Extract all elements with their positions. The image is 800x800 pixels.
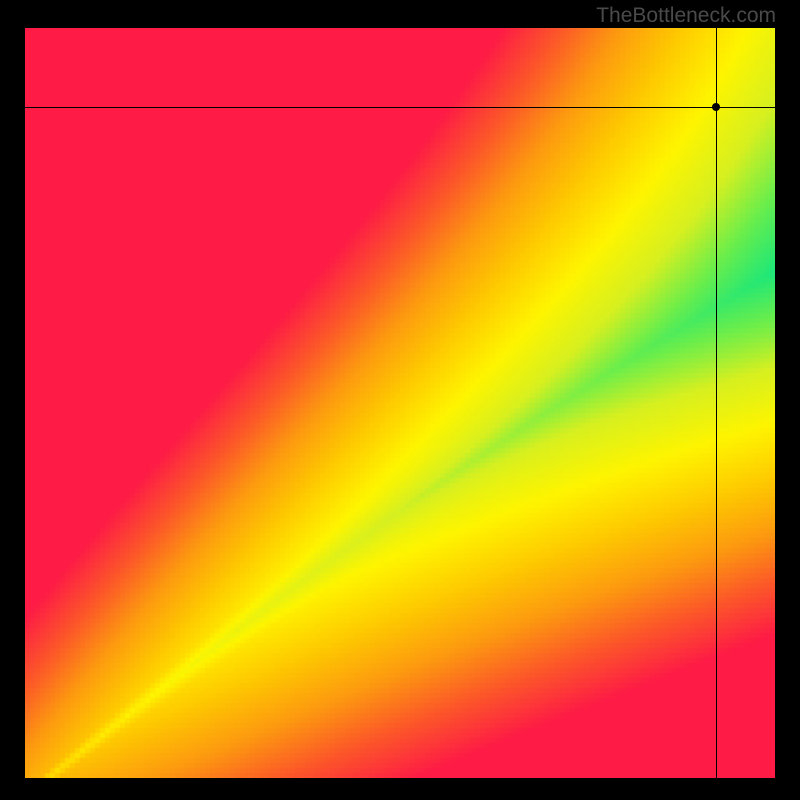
heatmap-canvas	[25, 28, 775, 778]
watermark-text: TheBottleneck.com	[596, 4, 776, 28]
crosshair-horizontal	[25, 107, 775, 108]
crosshair-vertical	[716, 28, 717, 778]
heatmap-plot	[25, 28, 775, 778]
crosshair-marker	[712, 103, 720, 111]
